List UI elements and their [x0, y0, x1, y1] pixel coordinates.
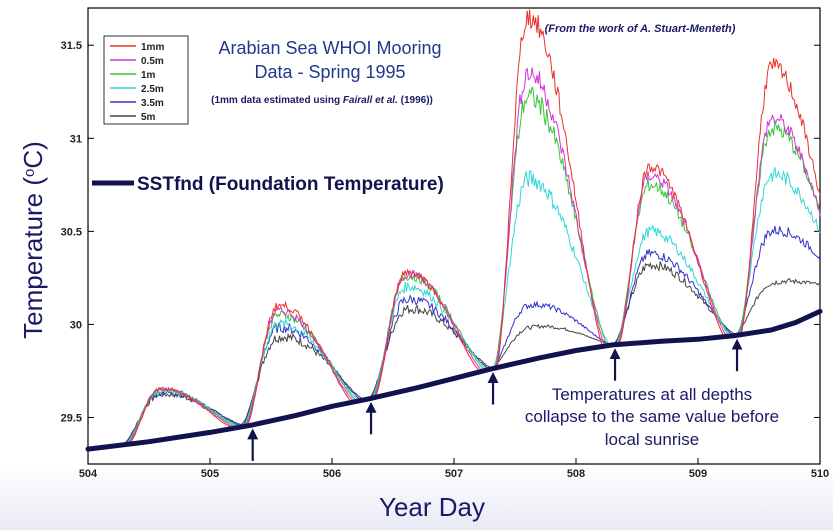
foundation-layer — [85, 308, 823, 452]
legend-label: 5m — [141, 112, 156, 123]
y-tick-label: 31 — [70, 133, 82, 145]
series-line-0-5m — [87, 67, 821, 450]
x-tick-label: 506 — [323, 468, 341, 480]
legend-label: 0.5m — [141, 56, 164, 67]
y-tick-label: 31.5 — [61, 40, 82, 52]
annotation-line-3: local sunrise — [605, 430, 700, 449]
chart-title-line-1: Arabian Sea WHOI Mooring — [218, 38, 441, 58]
foundation-label: SSTfnd (Foundation Temperature) — [137, 174, 444, 195]
y-tick-label: 30.5 — [61, 226, 82, 238]
y-axis-label: Temperature (oC) — [18, 141, 48, 339]
plot-frame — [87, 7, 821, 465]
y-axis-ticks: 29.5 30 30.5 31 31.5 — [61, 40, 820, 424]
legend-label: 3.5m — [141, 98, 164, 109]
x-axis-label: Year Day — [379, 492, 485, 522]
chart-title-line-2: Data - Spring 1995 — [254, 62, 405, 82]
y-tick-label: 29.5 — [61, 412, 82, 424]
x-tick-label: 509 — [689, 468, 707, 480]
x-tick-label: 510 — [811, 468, 829, 480]
y-tick-label: 30 — [70, 319, 82, 331]
x-tick-label: 504 — [79, 468, 98, 480]
chart-subtitle: (1mm data estimated using Fairall et al.… — [211, 95, 433, 106]
legend-label: 1mm — [141, 42, 164, 53]
legend-box — [103, 35, 189, 125]
annotation-line-1: Temperatures at all depths — [552, 385, 752, 404]
legend-label: 2.5m — [141, 84, 164, 95]
legend: 1mm 0.5m 1m 2.5m 3.5m 5m — [103, 35, 189, 125]
foundation-line — [85, 308, 823, 452]
annotation-line-2: collapse to the same value before — [525, 407, 779, 426]
x-tick-label: 505 — [201, 468, 219, 480]
x-tick-label: 508 — [567, 468, 585, 480]
x-tick-label: 507 — [445, 468, 463, 480]
x-axis-ticks: 504 505 506 507 508 509 510 — [79, 458, 829, 480]
legend-label: 1m — [141, 70, 156, 81]
series-line-1mm — [87, 9, 821, 450]
sunrise-arrows — [247, 338, 743, 461]
series-layer — [87, 9, 821, 450]
credit-note: (From the work of A. Stuart-Menteth) — [545, 23, 736, 35]
